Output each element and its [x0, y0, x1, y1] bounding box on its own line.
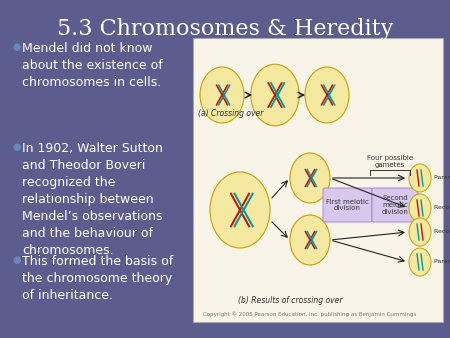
Text: ●: ●: [12, 255, 21, 265]
Ellipse shape: [290, 153, 330, 203]
FancyBboxPatch shape: [193, 38, 443, 322]
Text: Four possible
gametes: Four possible gametes: [367, 155, 413, 168]
Text: ●: ●: [12, 42, 21, 52]
Text: This formed the basis of
the chromosome theory
of inheritance.: This formed the basis of the chromosome …: [22, 255, 173, 302]
Text: Mendel did not know
about the existence of
chromosomes in cells.: Mendel did not know about the existence …: [22, 42, 163, 89]
Text: Recombinant genotype: Recombinant genotype: [434, 230, 450, 235]
Text: In 1902, Walter Sutton
and Theodor Boveri
recognized the
relationship between
Me: In 1902, Walter Sutton and Theodor Bover…: [22, 142, 163, 257]
Text: ●: ●: [12, 142, 21, 152]
Text: 5.3 Chromosomes & Heredity: 5.3 Chromosomes & Heredity: [57, 18, 393, 40]
Ellipse shape: [409, 248, 431, 276]
Text: Parental genotype: Parental genotype: [434, 175, 450, 180]
Text: Copyright © 2005 Pearson Education, Inc. publishing as Benjamin Cummings: Copyright © 2005 Pearson Education, Inc.…: [203, 311, 417, 317]
Text: Parental genotype: Parental genotype: [434, 260, 450, 265]
Text: Recombinant genotype: Recombinant genotype: [434, 206, 450, 211]
Ellipse shape: [290, 215, 330, 265]
Ellipse shape: [409, 194, 431, 222]
Ellipse shape: [305, 67, 349, 123]
FancyBboxPatch shape: [323, 188, 372, 222]
Text: (a) Crossing over: (a) Crossing over: [198, 109, 263, 118]
Text: (b) Results of crossing over: (b) Results of crossing over: [238, 296, 342, 305]
FancyBboxPatch shape: [372, 188, 418, 222]
Ellipse shape: [210, 172, 270, 248]
Text: First meiotic
division: First meiotic division: [325, 198, 369, 212]
Ellipse shape: [409, 218, 431, 246]
Ellipse shape: [200, 67, 244, 123]
Ellipse shape: [251, 64, 299, 126]
Ellipse shape: [409, 164, 431, 192]
Text: Second
meiotic
division: Second meiotic division: [382, 195, 409, 215]
